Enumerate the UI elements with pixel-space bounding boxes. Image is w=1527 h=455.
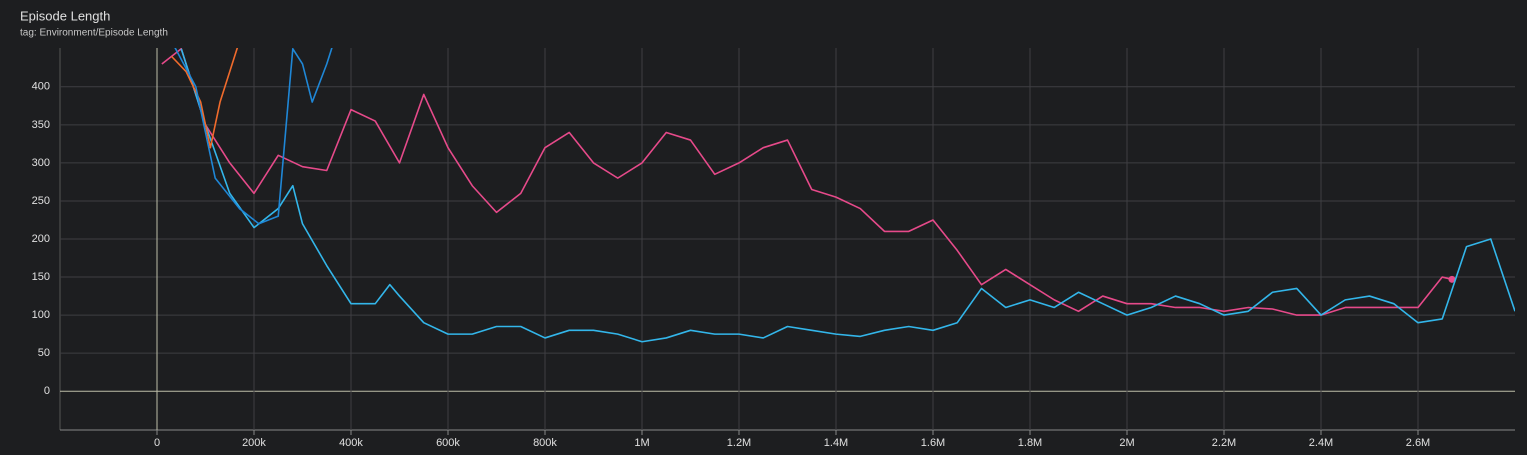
chart-subtitle: tag: Environment/Episode Length — [20, 28, 168, 39]
y-tick-label: 300 — [32, 157, 50, 169]
x-tick-label: 1.8M — [1018, 437, 1042, 449]
y-tick-label: 200 — [32, 233, 50, 245]
x-tick-label: 1M — [634, 437, 649, 449]
y-tick-label: 150 — [32, 271, 50, 283]
x-tick-label: 2M — [1119, 437, 1134, 449]
y-tick-label: 100 — [32, 309, 50, 321]
x-tick-label: 400k — [339, 437, 363, 449]
y-tick-label: 50 — [38, 347, 50, 359]
x-tick-label: 2.4M — [1309, 437, 1333, 449]
series-line — [180, 48, 1515, 343]
x-tick-label: 0 — [154, 437, 160, 449]
x-tick-label: 2.6M — [1406, 437, 1430, 449]
y-tick-label: 400 — [32, 81, 50, 93]
plot-area — [161, 48, 1515, 343]
x-tick-label: 600k — [436, 437, 460, 449]
end-marker — [1448, 275, 1456, 283]
y-tick-label: 250 — [32, 195, 50, 207]
x-tick-label: 200k — [242, 437, 266, 449]
chart-title: Episode Length — [20, 8, 110, 23]
y-tick-label: 0 — [44, 385, 50, 397]
x-tick-label: 1.4M — [824, 437, 848, 449]
x-tick-label: 1.6M — [921, 437, 945, 449]
x-tick-label: 2.2M — [1212, 437, 1236, 449]
x-tick-label: 1.2M — [727, 437, 751, 449]
series-line — [174, 48, 333, 225]
series-line — [161, 48, 1453, 316]
series-line — [170, 48, 239, 149]
x-tick-label: 800k — [533, 437, 557, 449]
y-tick-label: 350 — [32, 119, 50, 131]
